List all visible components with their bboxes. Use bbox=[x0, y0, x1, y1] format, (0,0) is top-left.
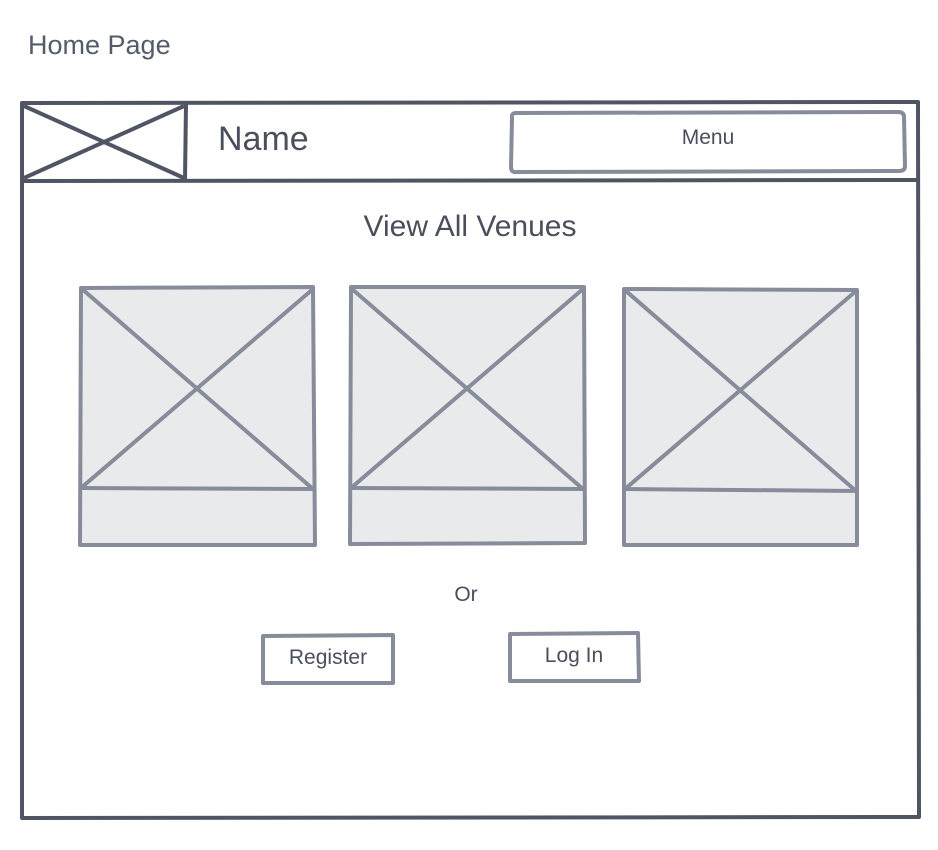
page-title: Home Page bbox=[28, 30, 171, 60]
menu-button-outline bbox=[509, 110, 907, 175]
site-name: Name bbox=[218, 120, 309, 158]
venue-card-3[interactable] bbox=[624, 289, 857, 545]
venue-card-2-shape bbox=[348, 285, 587, 546]
login-button-outline bbox=[508, 631, 641, 683]
venue-card-1[interactable] bbox=[80, 287, 315, 545]
register-button-outline bbox=[261, 633, 395, 685]
menu-button-label[interactable]: Menu bbox=[681, 126, 735, 149]
venue-card-3-shape bbox=[622, 287, 859, 547]
view-all-venues-link[interactable]: View All Venues bbox=[363, 210, 577, 243]
logo-placeholder-icon bbox=[23, 103, 188, 181]
header-divider bbox=[21, 178, 919, 183]
login-button[interactable]: Log In bbox=[544, 644, 604, 667]
or-separator: Or bbox=[454, 583, 478, 606]
venue-card-2[interactable] bbox=[350, 287, 585, 544]
register-button[interactable]: Register bbox=[288, 646, 368, 669]
window-frame bbox=[20, 100, 921, 820]
venue-card-1-shape bbox=[78, 285, 317, 547]
